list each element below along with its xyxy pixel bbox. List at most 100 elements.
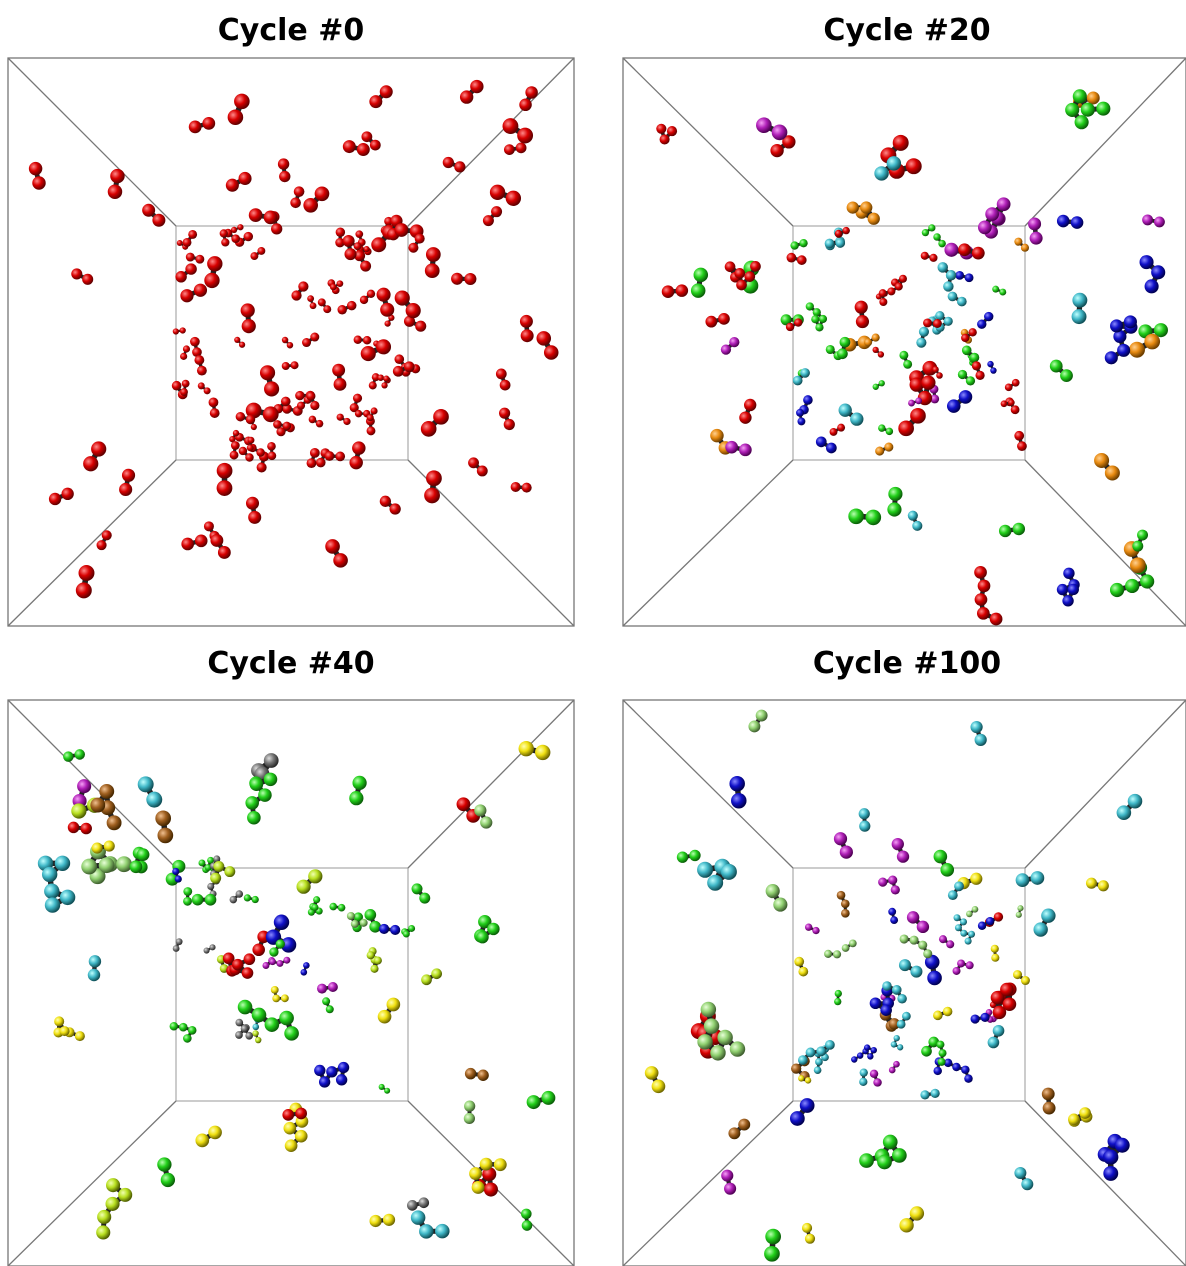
molecule <box>830 424 846 436</box>
atom <box>991 945 999 953</box>
atom <box>332 364 345 377</box>
atom <box>842 227 849 234</box>
atom <box>155 810 171 826</box>
atom <box>246 415 256 425</box>
atom <box>1079 1107 1091 1119</box>
atom <box>729 776 745 792</box>
atom <box>857 1052 863 1058</box>
atom <box>217 463 233 479</box>
atom <box>82 274 93 285</box>
atom <box>864 338 872 346</box>
atom <box>660 134 670 144</box>
atom <box>835 230 842 237</box>
atom <box>379 924 389 934</box>
molecule <box>325 539 348 567</box>
atom <box>932 366 939 373</box>
atom <box>798 1075 804 1081</box>
atom <box>248 511 261 524</box>
atom <box>1003 997 1017 1011</box>
molecule <box>464 1101 475 1125</box>
atom <box>813 308 821 316</box>
atom <box>943 281 953 291</box>
atom <box>851 1056 857 1062</box>
atom <box>284 1026 299 1041</box>
atom <box>1140 255 1154 269</box>
atom <box>871 1047 877 1053</box>
molecule <box>1033 909 1055 937</box>
atom <box>938 240 946 248</box>
atom <box>263 406 279 422</box>
molecule <box>175 263 196 282</box>
atom <box>384 1088 390 1094</box>
atom <box>99 784 114 799</box>
molecule <box>226 172 252 192</box>
atom <box>367 426 376 435</box>
atom <box>870 997 882 1009</box>
atom <box>361 131 372 142</box>
atom <box>887 156 901 170</box>
atom <box>283 422 292 431</box>
atom <box>230 451 239 460</box>
atom <box>252 943 265 956</box>
atom <box>882 981 892 991</box>
molecule <box>198 382 211 394</box>
atom <box>888 487 902 501</box>
atom <box>1110 319 1123 332</box>
molecule <box>936 1041 946 1066</box>
atom <box>181 538 194 551</box>
atom <box>1154 216 1165 227</box>
atom <box>468 457 479 468</box>
atom <box>824 950 832 958</box>
molecule <box>953 959 974 975</box>
molecule <box>898 408 925 436</box>
molecule <box>900 934 933 958</box>
atom <box>352 441 365 454</box>
molecule <box>278 158 291 182</box>
atom <box>987 361 993 367</box>
atom <box>892 838 904 850</box>
atom <box>75 1031 85 1041</box>
atom <box>404 361 415 372</box>
box-edge <box>408 700 574 868</box>
atom <box>476 931 488 943</box>
atom <box>1000 983 1014 997</box>
atom <box>367 290 375 298</box>
atom <box>1005 384 1013 392</box>
atom <box>318 298 326 306</box>
molecule <box>897 1012 911 1029</box>
atom <box>236 412 246 422</box>
atom <box>264 381 279 396</box>
atom <box>1129 342 1145 358</box>
molecule <box>925 955 942 985</box>
molecule <box>249 208 278 224</box>
molecule <box>971 1013 990 1024</box>
atom <box>825 239 835 249</box>
molecule <box>805 924 820 935</box>
atom <box>370 965 378 973</box>
atom <box>970 721 982 733</box>
atom <box>258 788 272 802</box>
atom <box>232 959 244 971</box>
atom <box>816 1046 826 1056</box>
molecule <box>1140 255 1166 293</box>
atom <box>1013 970 1022 979</box>
molecule <box>899 1206 924 1232</box>
page: {"panels": [ {"title": "Cycle #0"}, {"ti… <box>0 0 1186 1266</box>
atom <box>301 969 308 976</box>
molecule <box>155 810 173 843</box>
atom <box>264 773 278 787</box>
atom <box>1011 405 1020 414</box>
molecule <box>816 436 837 453</box>
molecule <box>180 284 207 303</box>
molecule <box>71 268 93 284</box>
atom <box>202 117 215 130</box>
atom <box>897 1020 906 1029</box>
box-edge <box>8 460 176 626</box>
atom <box>907 911 919 923</box>
atom <box>210 873 221 884</box>
atom <box>1068 1114 1080 1126</box>
molecule <box>68 822 92 835</box>
atom <box>1072 309 1087 324</box>
molecule <box>496 369 511 391</box>
panel-title: Cycle #0 <box>218 13 364 48</box>
